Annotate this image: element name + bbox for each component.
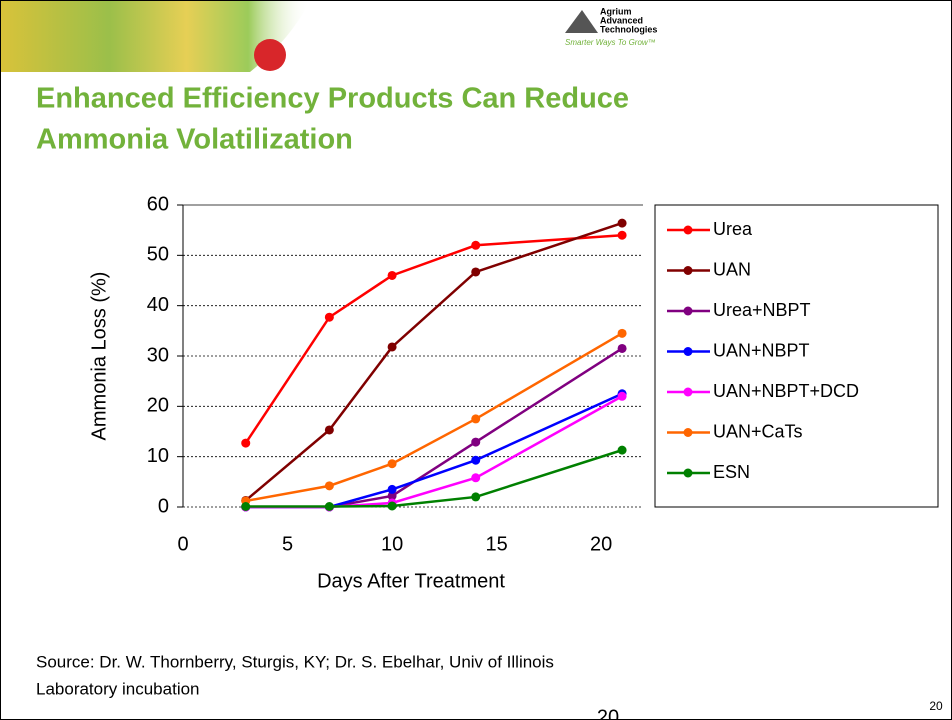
data-point: [388, 501, 397, 510]
strawberry-icon: [254, 39, 286, 71]
legend-label: UAN+NBPT+DCD: [713, 381, 859, 401]
x-tick-label: 0: [177, 533, 188, 555]
logo-tagline: Smarter Ways To Grow™: [565, 38, 656, 47]
legend-marker: [684, 307, 693, 316]
source-note: Source: Dr. W. Thornberry, Sturgis, KY; …: [36, 652, 554, 671]
legend-label: ESN: [713, 462, 750, 482]
x-tick-label: 5: [282, 533, 293, 555]
legend-label: Urea: [713, 219, 753, 239]
series-line: [246, 235, 622, 443]
data-point: [471, 414, 480, 423]
data-point: [618, 446, 627, 455]
logo-text: Technologies: [600, 24, 657, 34]
data-point: [325, 502, 334, 511]
data-point: [618, 329, 627, 338]
y-tick-label: 40: [147, 294, 169, 316]
data-point: [618, 219, 627, 228]
page-number: 20: [597, 706, 619, 720]
legend-label: UAN+CaTs: [713, 421, 803, 441]
y-tick-label: 10: [147, 445, 169, 467]
corner-number: 20: [929, 699, 943, 713]
series-line: [246, 223, 622, 500]
y-tick-label: 0: [158, 495, 169, 517]
slide-title: Enhanced Efficiency Products Can Reduce: [36, 83, 629, 115]
slide: Agrium Advanced Technologies Smarter Way…: [0, 0, 952, 720]
data-point: [471, 267, 480, 276]
legend-label: UAN: [713, 259, 751, 279]
x-tick-label: 15: [486, 533, 508, 555]
data-point: [388, 485, 397, 494]
legend-marker: [684, 428, 693, 437]
legend-marker: [684, 266, 693, 275]
data-point: [471, 241, 480, 250]
data-point: [325, 425, 334, 434]
data-point: [388, 271, 397, 280]
data-point: [618, 231, 627, 240]
legend-label: UAN+NBPT: [713, 340, 810, 360]
data-point: [325, 313, 334, 322]
data-point: [241, 439, 250, 448]
legend-label: Urea+NBPT: [713, 300, 811, 320]
data-point: [241, 502, 250, 511]
data-point: [388, 342, 397, 351]
legend-marker: [684, 226, 693, 235]
data-point: [325, 481, 334, 490]
y-tick-label: 60: [147, 193, 169, 215]
data-point: [471, 473, 480, 482]
x-axis-title: Days After Treatment: [317, 570, 505, 592]
x-tick-label: 10: [381, 533, 403, 555]
data-point: [471, 438, 480, 447]
legend-marker: [684, 469, 693, 478]
y-axis-title: Ammonia Loss (%): [88, 272, 110, 441]
data-point: [471, 492, 480, 501]
y-tick-label: 50: [147, 244, 169, 266]
data-point: [618, 392, 627, 401]
x-tick-label: 20: [590, 533, 612, 555]
legend-marker: [684, 388, 693, 397]
data-point: [618, 344, 627, 353]
y-tick-label: 20: [147, 395, 169, 417]
slide-title: Ammonia Volatilization: [36, 124, 353, 156]
chart: 0 10 20 30 40 50 60 0 5 10 15 20 Urea UAN Urea+NBPT UAN…: [147, 193, 938, 555]
y-tick-label: 30: [147, 344, 169, 366]
series-line: [246, 450, 622, 506]
data-point: [471, 456, 480, 465]
logo-mark: [565, 10, 598, 33]
data-point: [388, 459, 397, 468]
source-note: Laboratory incubation: [36, 679, 200, 698]
legend-marker: [684, 347, 693, 356]
